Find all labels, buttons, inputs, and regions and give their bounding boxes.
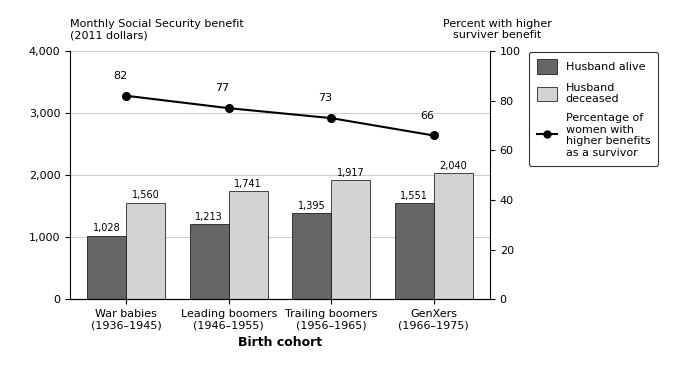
Text: 1,741: 1,741 <box>234 179 262 189</box>
Legend: Husband alive, Husband
deceased, Percentage of
women with
higher benefits
as a s: Husband alive, Husband deceased, Percent… <box>529 52 658 166</box>
X-axis label: Birth cohort: Birth cohort <box>238 336 322 349</box>
Text: 1,917: 1,917 <box>337 168 365 178</box>
Text: 1,213: 1,213 <box>195 212 223 222</box>
Text: 1,551: 1,551 <box>400 191 428 201</box>
Bar <box>331 180 370 299</box>
Bar <box>88 235 126 299</box>
Bar <box>395 203 434 299</box>
Text: 77: 77 <box>216 83 230 93</box>
Bar <box>190 224 229 299</box>
Text: 1,395: 1,395 <box>298 201 326 211</box>
Text: 82: 82 <box>113 71 127 81</box>
Text: 1,028: 1,028 <box>93 223 121 233</box>
Text: Monthly Social Security benefit
(2011 dollars): Monthly Social Security benefit (2011 do… <box>70 19 244 40</box>
Text: 73: 73 <box>318 93 332 103</box>
Text: 66: 66 <box>421 111 435 120</box>
Text: 2,040: 2,040 <box>439 161 467 170</box>
Bar <box>293 213 331 299</box>
Bar <box>229 191 267 299</box>
Bar <box>434 173 473 299</box>
Bar <box>126 203 165 299</box>
Text: 1,560: 1,560 <box>132 190 160 200</box>
Text: Percent with higher
surviver benefit: Percent with higher surviver benefit <box>442 19 552 40</box>
